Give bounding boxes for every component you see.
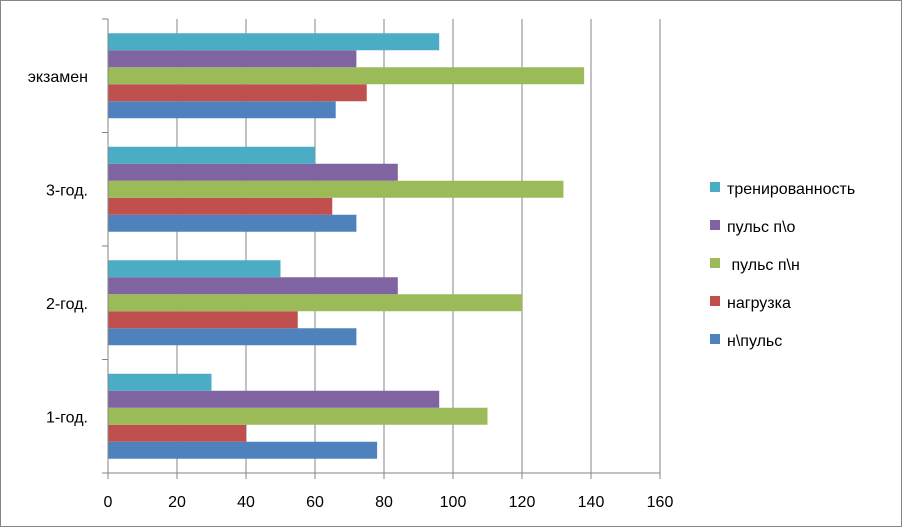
category-label: 3-год. [46, 182, 88, 199]
legend: тренированность пульс п\о пульс п\н нагруз… [710, 181, 855, 350]
bar [108, 84, 367, 102]
x-tick-label: 120 [509, 494, 536, 511]
legend-swatch [710, 220, 720, 230]
x-tick-label: 160 [647, 494, 674, 511]
bar [108, 33, 440, 51]
bar [108, 214, 357, 232]
bar [108, 101, 336, 119]
legend-swatch [710, 296, 720, 306]
legend-label: пульс п\н [727, 257, 800, 274]
x-tick-label: 140 [578, 494, 605, 511]
bar [108, 390, 440, 408]
legend-label: пульс п\о [727, 219, 796, 236]
bar [108, 407, 488, 425]
x-tick-label: 0 [104, 494, 113, 511]
bar [108, 197, 333, 215]
x-tick-label: 100 [440, 494, 467, 511]
bar [108, 50, 357, 68]
bar [108, 163, 398, 181]
x-tick-labels: 0 20 40 60 80 100 120 140 160 [104, 494, 674, 511]
axes [102, 18, 661, 479]
bar [108, 260, 281, 278]
legend-swatch [710, 334, 720, 344]
bar [108, 146, 315, 164]
bar [108, 294, 522, 312]
bars [108, 33, 585, 459]
x-tick-label: 20 [168, 494, 186, 511]
bar [108, 424, 246, 442]
category-label: экзамен [28, 69, 88, 86]
legend-label: тренированность [727, 181, 855, 198]
x-tick-label: 80 [375, 494, 393, 511]
legend-swatch [710, 182, 720, 192]
bar [108, 277, 398, 295]
bar [108, 441, 378, 459]
legend-label: н\пульс [727, 333, 782, 350]
bar [108, 328, 357, 346]
legend-label: нагрузка [727, 295, 791, 312]
category-labels: 1-год. 2-год. 3-год. экзамен [28, 69, 88, 427]
category-label: 2-год. [46, 296, 88, 313]
category-label: 1-год. [46, 409, 88, 426]
x-tick-label: 40 [237, 494, 255, 511]
x-tick-label: 60 [306, 494, 324, 511]
bar [108, 180, 564, 198]
bar [108, 373, 212, 391]
bar [108, 311, 298, 329]
legend-swatch [710, 258, 720, 268]
bar [108, 67, 585, 85]
